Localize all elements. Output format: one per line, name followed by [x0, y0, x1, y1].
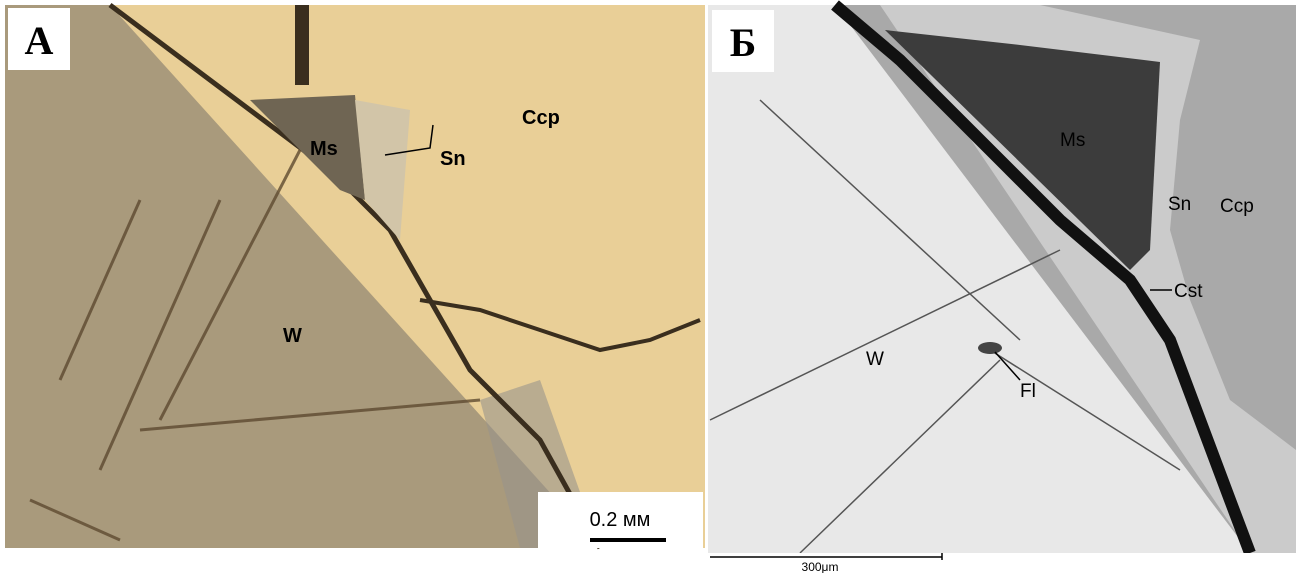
annotation: Ms: [1060, 130, 1085, 151]
annotation: Ccp: [1220, 196, 1254, 217]
inclusion: [295, 5, 309, 85]
panel-b: Б Ms Sn Ccp Cst W Fl 300μm: [708, 5, 1296, 573]
annotation: Ms: [310, 138, 338, 160]
panel-label: Б: [730, 20, 756, 65]
scale-label: 0.2 мм: [590, 509, 651, 531]
panel-label: А: [25, 18, 54, 63]
annotation: W: [283, 325, 302, 347]
fluorite-grain: [978, 342, 1002, 354]
info-bar: [708, 553, 1296, 573]
annotation: W: [866, 349, 884, 370]
scale-label: 300μm: [802, 560, 839, 573]
annotation: Fl: [1020, 381, 1036, 402]
panel-a: А Ms Sn Ccp W 0.2 мм: [5, 5, 705, 548]
annotation: Cst: [1174, 281, 1203, 302]
annotation: Sn: [440, 148, 466, 170]
figure: А Ms Sn Ccp W 0.2 мм Б Ms Sn Ccp Cst W F…: [0, 0, 1302, 573]
annotation: Ccp: [522, 107, 560, 129]
annotation: Sn: [1168, 194, 1191, 215]
